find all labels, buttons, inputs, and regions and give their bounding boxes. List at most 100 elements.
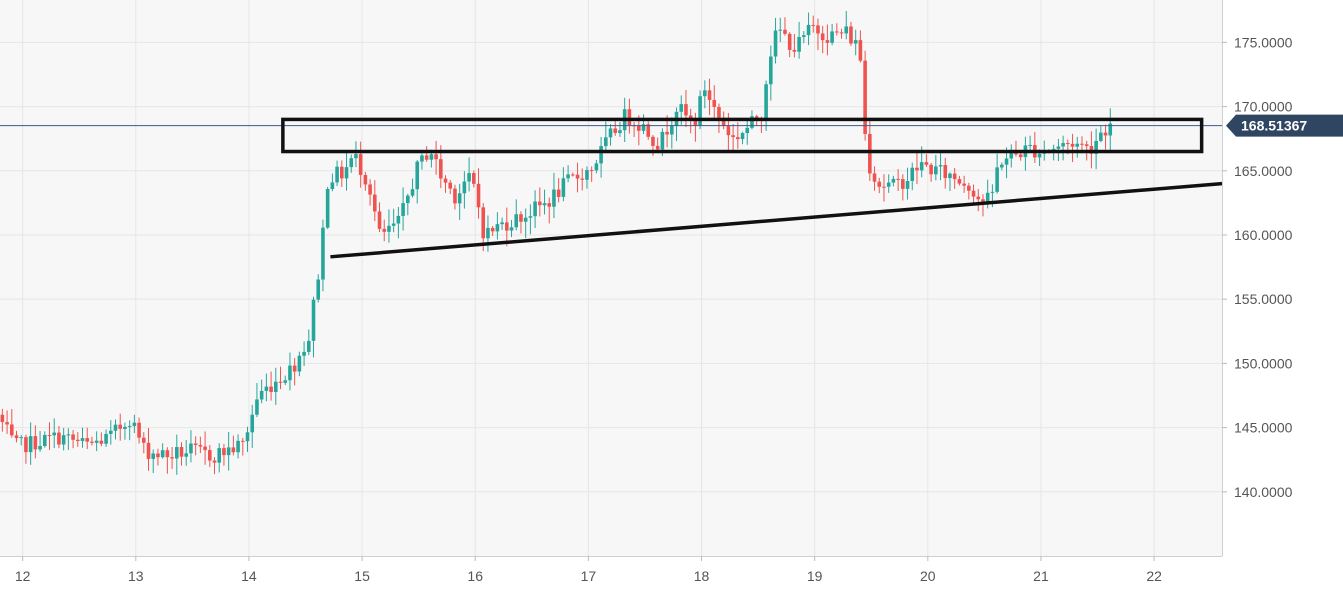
candle-body: [816, 25, 820, 34]
candle-body: [127, 426, 132, 428]
candle-body: [288, 365, 292, 381]
candle-body: [641, 124, 646, 131]
candle-body: [721, 117, 726, 127]
candle-body: [151, 453, 156, 459]
current-price-label: 168.51367: [1241, 118, 1307, 134]
candle-body: [57, 432, 61, 445]
candle-body: [538, 201, 542, 206]
candle-body: [231, 447, 236, 453]
candle-body: [1004, 158, 1009, 165]
candle-body: [905, 180, 910, 189]
candle-body: [14, 435, 19, 439]
x-tick-label: 16: [467, 568, 483, 584]
candle-body: [580, 178, 585, 180]
candle-body: [948, 173, 952, 179]
y-tick-label: 165.0000: [1234, 163, 1293, 179]
candle-body: [1061, 143, 1065, 147]
candle-body: [358, 154, 363, 175]
plot-background: [0, 0, 1222, 556]
candle-body: [203, 446, 207, 451]
candle-body: [9, 424, 14, 436]
candle-body: [335, 166, 339, 183]
candle-body: [542, 203, 547, 206]
candle-body: [434, 154, 438, 160]
candle-body: [1000, 164, 1004, 168]
candle-body: [406, 195, 410, 204]
candle-body: [736, 137, 740, 140]
candle-body: [462, 181, 467, 194]
candle-body: [985, 192, 990, 204]
candle-body: [1080, 143, 1084, 145]
candle-body: [919, 162, 924, 171]
candle-body: [439, 159, 443, 179]
candle-body: [726, 126, 731, 136]
candle-body: [500, 222, 504, 225]
candle-body: [207, 450, 212, 461]
candle-body: [693, 119, 698, 126]
candle-body: [476, 183, 481, 208]
candle-body: [679, 104, 684, 112]
candle-body: [1084, 144, 1089, 147]
candle-body: [193, 443, 198, 446]
candle-body: [165, 450, 170, 458]
candle-body: [302, 351, 306, 356]
x-tick-label: 18: [694, 568, 710, 584]
candle-body: [71, 434, 75, 440]
candle-body: [599, 146, 603, 164]
candle-body: [519, 214, 523, 222]
x-axis: 12 13 14 15 16 17 18 19 20 21 22: [0, 556, 1222, 584]
candle-body: [924, 162, 929, 165]
y-tick-label: 145.0000: [1234, 420, 1293, 436]
candle-body: [627, 109, 632, 126]
candle-body: [528, 216, 533, 218]
candle-body: [415, 161, 420, 190]
candle-body: [802, 35, 806, 37]
candle-body: [971, 190, 976, 197]
candle-body: [156, 453, 160, 458]
candle-body: [443, 178, 448, 183]
candle-body: [872, 173, 877, 182]
candle-body: [547, 203, 552, 207]
candle-body: [349, 158, 354, 168]
candle-body: [976, 196, 981, 200]
candle-body: [505, 222, 509, 231]
x-tick-label: 20: [920, 568, 936, 584]
candle-body: [943, 165, 948, 179]
candle-body: [80, 438, 85, 442]
candle-body: [472, 173, 476, 184]
y-tick-label: 160.0000: [1234, 227, 1293, 243]
candle-body: [340, 166, 344, 179]
candle-body: [811, 24, 816, 26]
candle-body: [556, 189, 561, 197]
candle-body: [646, 124, 651, 137]
candle-body: [467, 173, 471, 182]
candle-body: [575, 174, 580, 179]
candle-body: [38, 446, 42, 450]
candle-body: [731, 135, 735, 138]
candle-body: [382, 228, 387, 232]
y-tick-label: 175.0000: [1234, 34, 1293, 50]
candle-body: [552, 189, 556, 207]
candle-body: [514, 214, 519, 228]
candle-body: [94, 440, 99, 443]
candle-body: [24, 437, 28, 453]
candle-body: [28, 436, 33, 453]
candle-body: [113, 424, 118, 431]
candle-body: [90, 441, 94, 443]
candle-body: [123, 426, 127, 429]
candle-body: [75, 439, 80, 442]
candle-body: [957, 179, 962, 184]
candle-body: [707, 90, 712, 100]
candle-body: [717, 106, 721, 118]
candle-body: [146, 442, 151, 459]
candle-body: [792, 49, 797, 52]
candle-body: [868, 133, 872, 174]
candle-body: [523, 217, 528, 222]
candle-body: [311, 299, 316, 341]
candle-body: [929, 164, 933, 175]
candle-body: [354, 154, 358, 159]
candle-body: [655, 145, 660, 150]
candle-body: [778, 29, 783, 31]
candle-body: [915, 167, 919, 171]
candle-body: [104, 433, 108, 444]
